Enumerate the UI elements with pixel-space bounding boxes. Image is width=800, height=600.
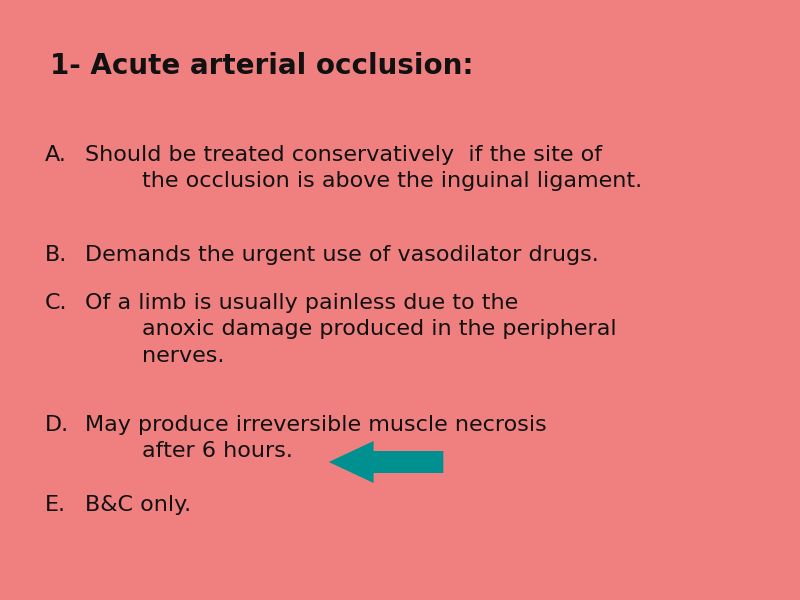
Text: A.: A.: [45, 145, 66, 165]
Text: E.: E.: [45, 495, 66, 515]
Text: 1- Acute arterial occlusion:: 1- Acute arterial occlusion:: [50, 52, 474, 80]
Text: B&C only.: B&C only.: [85, 495, 191, 515]
Text: D.: D.: [45, 415, 69, 435]
Text: Should be treated conservatively  if the site of
        the occlusion is above : Should be treated conservatively if the …: [85, 145, 642, 191]
Polygon shape: [329, 441, 443, 483]
Text: Of a limb is usually painless due to the
        anoxic damage produced in the p: Of a limb is usually painless due to the…: [85, 293, 616, 366]
Text: B.: B.: [45, 245, 67, 265]
Text: May produce irreversible muscle necrosis
        after 6 hours.: May produce irreversible muscle necrosis…: [85, 415, 546, 461]
Text: Demands the urgent use of vasodilator drugs.: Demands the urgent use of vasodilator dr…: [85, 245, 598, 265]
Text: C.: C.: [45, 293, 67, 313]
